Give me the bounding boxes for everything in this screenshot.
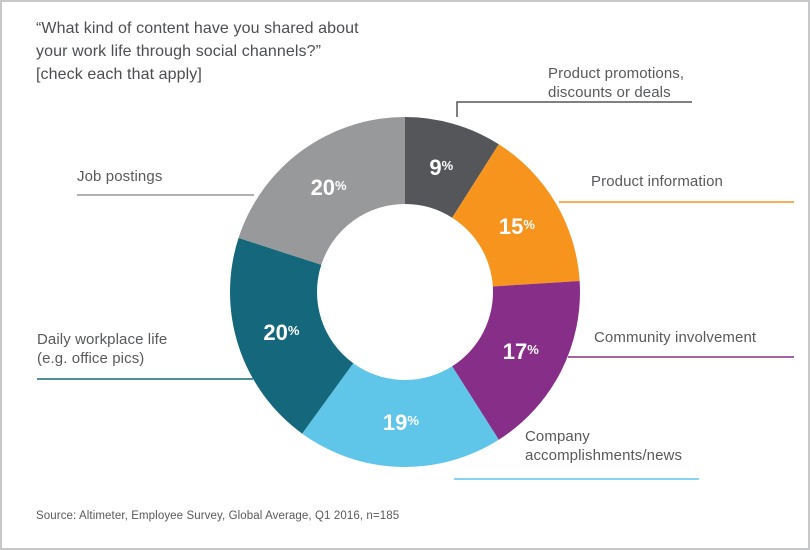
callout-product-promotions: Product promotions, discounts or deals xyxy=(548,65,685,101)
callout-daily-workplace-life: Daily workplace life (e.g. office pics) xyxy=(37,331,168,367)
callout-job-postings: Job postings xyxy=(77,168,163,185)
slice-percent-label-3: 19% xyxy=(383,410,419,435)
leader-line-product-promotions xyxy=(456,101,692,117)
donut-slice-3 xyxy=(302,363,499,468)
slice-percent-label-1: 15% xyxy=(499,214,535,239)
chart-title-line-2: your work life through social channels?” xyxy=(36,43,322,61)
slice-percent-label-5: 20% xyxy=(311,175,347,200)
donut-slice-0 xyxy=(405,117,499,218)
donut-slice-1 xyxy=(452,144,580,287)
callout-product-information: Product information xyxy=(591,173,723,190)
chart-title: “What kind of content have you shared ab… xyxy=(36,17,359,87)
donut-slice-2 xyxy=(452,281,580,440)
slice-percent-label-4: 20% xyxy=(263,320,299,345)
slice-percent-label-0: 9% xyxy=(429,155,453,180)
slice-percent-label-2: 17% xyxy=(503,339,539,364)
donut-slice-4 xyxy=(230,237,354,434)
chart-title-line-3: [check each that apply] xyxy=(36,66,202,84)
callout-company-accomplishments: Company accomplishments/news xyxy=(525,428,683,464)
callout-community-involvement: Community involvement xyxy=(594,329,757,346)
chart-title-line-1: “What kind of content have you shared ab… xyxy=(36,20,359,37)
source-note: Source: Altimeter, Employee Survey, Glob… xyxy=(36,510,400,522)
donut-slice-5 xyxy=(238,117,405,265)
